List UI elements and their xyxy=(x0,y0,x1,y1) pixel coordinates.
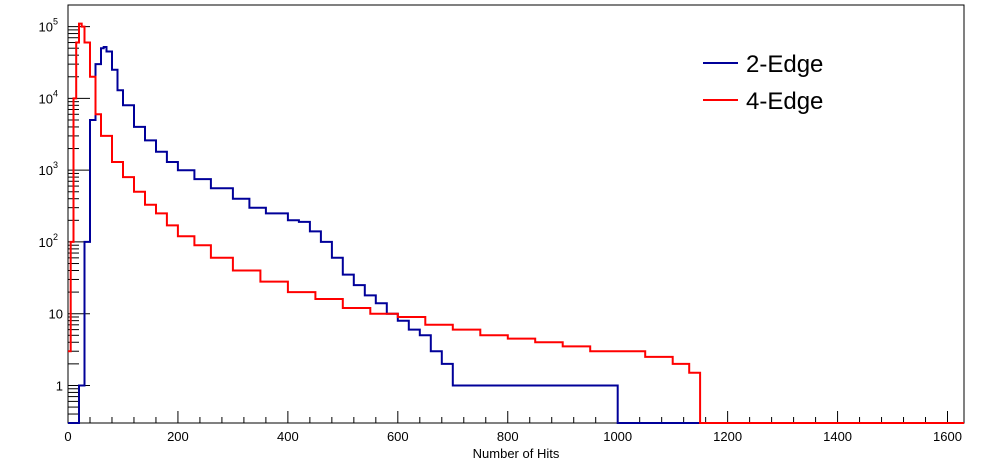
legend-label: 2-Edge xyxy=(746,51,823,78)
series-line-2-edge xyxy=(68,46,964,424)
plot-frame xyxy=(67,4,965,424)
y-tick-label: 103 xyxy=(39,160,58,178)
y-tick-exponent: 5 xyxy=(53,17,58,27)
x-tick-label: 1400 xyxy=(823,429,852,444)
y-tick-label: 102 xyxy=(39,232,58,250)
y-tick-label: 1 xyxy=(56,378,63,393)
x-tick-label: 0 xyxy=(64,429,71,444)
y-tick-exponent: 3 xyxy=(53,160,58,170)
y-tick-base: 10 xyxy=(39,163,53,178)
series-group xyxy=(68,22,964,424)
y-tick-exponent: 4 xyxy=(53,88,58,98)
x-tick-label: 800 xyxy=(497,429,519,444)
y-tick-base: 10 xyxy=(49,307,63,322)
x-tick-label: 1600 xyxy=(933,429,962,444)
y-tick-label: 104 xyxy=(39,88,58,106)
y-tick-base: 10 xyxy=(39,91,53,106)
legend: 2-Edge 4-Edge xyxy=(703,51,823,115)
y-tick-label: 10 xyxy=(49,307,63,322)
x-tick-label: 1200 xyxy=(713,429,742,444)
x-tick-label: 1000 xyxy=(603,429,632,444)
legend-label: 4-Edge xyxy=(746,88,823,115)
y-tick-base: 1 xyxy=(56,378,63,393)
x-tick-label: 600 xyxy=(387,429,409,444)
x-axis: 0 200 400 600 800 1000 1200 1400 1600 xyxy=(64,411,962,444)
series-line-4-edge xyxy=(68,22,964,424)
y-tick-label: 105 xyxy=(39,17,58,35)
x-axis-title: Number of Hits xyxy=(473,446,560,461)
y-tick-base: 10 xyxy=(39,235,53,250)
y-tick-base: 10 xyxy=(39,20,53,35)
x-tick-label: 400 xyxy=(277,429,299,444)
x-tick-label: 200 xyxy=(167,429,189,444)
y-tick-exponent: 2 xyxy=(53,232,58,242)
